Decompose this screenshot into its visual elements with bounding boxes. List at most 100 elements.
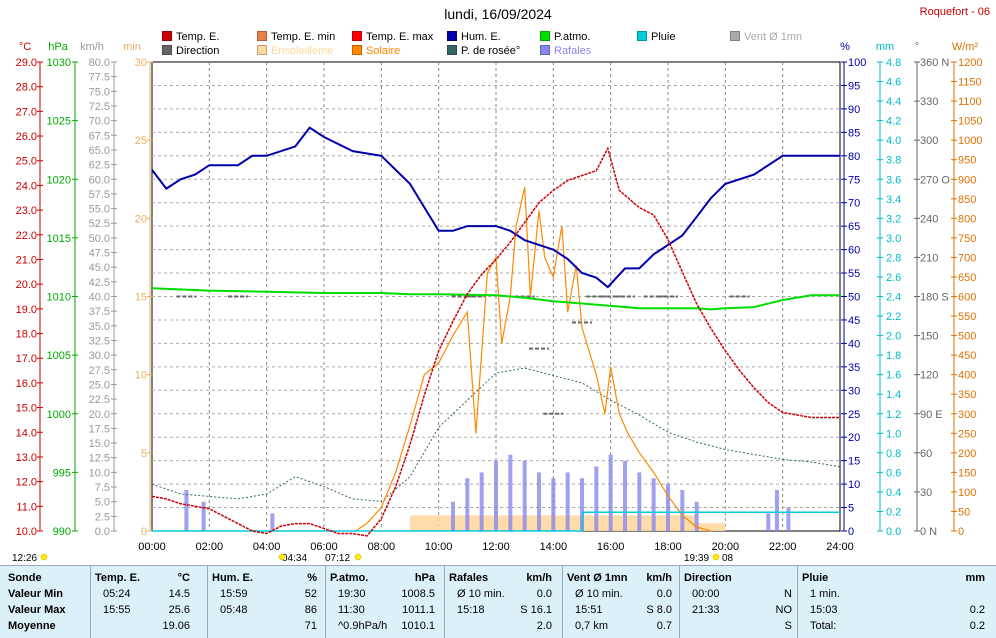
sun-axis-tick: 25 — [135, 135, 147, 147]
legend-label: Temp. E. — [176, 31, 220, 43]
table-separator — [679, 566, 680, 638]
time-tick: 14:00 — [540, 541, 568, 553]
rain-unit: mm — [876, 41, 894, 53]
wind-axis-tick: 52.5 — [89, 218, 110, 230]
time-tick: 12:00 — [482, 541, 510, 553]
gust-bar — [479, 472, 484, 531]
table-header: Vent Ø 1mn — [567, 572, 628, 584]
dir-axis-tick: 150 — [920, 331, 938, 343]
wind-axis-tick: 42.5 — [89, 277, 110, 289]
gust-bar — [774, 489, 779, 531]
dir-axis-tick: 180 S — [920, 292, 949, 304]
legend-swatch — [352, 45, 362, 55]
rain-axis-tick: 0.6 — [886, 467, 901, 479]
table-cell-value: N — [784, 588, 792, 600]
press-axis-tick: 995 — [53, 467, 71, 479]
sunrise-label: 12:26 — [12, 553, 37, 564]
wind-axis-tick: 45.0 — [89, 262, 110, 274]
temp-axis-tick: 25.0 — [16, 156, 37, 168]
solar-axis-tick: 1200 — [958, 57, 982, 69]
chart-title: lundi, 16/09/2024 — [444, 6, 552, 22]
rain-axis-tick: 1.4 — [886, 389, 901, 401]
rain-axis-tick: 1.0 — [886, 428, 901, 440]
table-cell-time: Ø 10 min. — [457, 588, 505, 600]
table-separator — [797, 566, 798, 638]
table-unit: km/h — [646, 572, 672, 584]
solar-axis-tick: 400 — [958, 370, 976, 382]
legend-item: Solaire — [352, 45, 400, 57]
table-cell-value: 19.06 — [162, 620, 190, 632]
table-cell-time: 15:51 — [575, 604, 603, 616]
wind-axis-tick: 22.5 — [89, 394, 110, 406]
wind-axis-tick: 40.0 — [89, 292, 110, 304]
hum-axis-tick: 15 — [848, 456, 860, 468]
legend-item: Temp. E. min — [257, 31, 335, 43]
solar-axis-tick: 600 — [958, 292, 976, 304]
rain-axis-tick: 3.8 — [886, 155, 901, 167]
table-cell-value: 1008.5 — [401, 588, 435, 600]
press-axis-tick: 1020 — [47, 174, 71, 186]
wind-axis-tick: 65.0 — [89, 145, 110, 157]
table-cell-value: NO — [775, 604, 793, 616]
hum-axis-tick: 80 — [848, 151, 860, 163]
temp-axis-tick: 17.0 — [16, 353, 37, 365]
legend-swatch — [257, 31, 267, 41]
table-cell-time: 11:30 — [338, 604, 365, 616]
time-tick: 06:00 — [310, 541, 338, 553]
table-row-label: Valeur Max — [8, 604, 66, 616]
legend-item: Temp. E. — [162, 31, 219, 43]
gust-bar — [184, 489, 189, 531]
wind-axis-tick: 60.0 — [89, 174, 110, 186]
rain-axis-tick: 2.8 — [886, 252, 901, 264]
legend-swatch — [257, 45, 267, 55]
legend-item: Direction — [162, 45, 219, 57]
wind-unit: km/h — [80, 41, 104, 53]
rain-axis-tick: 2.4 — [886, 292, 901, 304]
temp-axis-tick: 29.0 — [16, 57, 37, 69]
solar-axis-tick: 1000 — [958, 135, 982, 147]
temp-axis-tick: 23.0 — [16, 205, 37, 217]
table-cell-time: 15:59 — [220, 588, 248, 600]
time-tick: 24:00 — [826, 541, 854, 553]
table-cell-time: Ø 10 min. — [575, 588, 623, 600]
gust-bar — [494, 460, 498, 531]
table-header: Rafales — [449, 572, 489, 584]
legend-swatch — [447, 31, 457, 41]
temp-axis-tick: 20.0 — [16, 279, 37, 291]
legend-swatch — [447, 45, 457, 55]
sunset-label: 19:39 — [684, 553, 709, 564]
table-separator — [444, 566, 445, 638]
legend-item: P.atmo. — [540, 31, 591, 43]
rain-axis-tick: 0.8 — [886, 448, 901, 460]
time-tick: 22:00 — [769, 541, 797, 553]
hum-axis-tick: 5 — [848, 503, 854, 515]
gust-bar — [786, 507, 791, 531]
time-tick: 18:00 — [654, 541, 682, 553]
table-unit: km/h — [526, 572, 552, 584]
table-separator — [207, 566, 208, 638]
gust-bar — [508, 454, 513, 531]
temp-axis-tick: 16.0 — [16, 378, 37, 390]
table-cell-value: 0.0 — [656, 588, 672, 600]
sun-dot — [712, 553, 720, 561]
solar-axis-tick: 750 — [958, 233, 976, 245]
rain-axis-tick: 4.0 — [886, 135, 901, 147]
hum-axis-tick: 0 — [848, 526, 854, 538]
dir-axis-tick: 300 — [920, 135, 938, 147]
hum-axis-tick: 95 — [848, 80, 860, 92]
dawn-label: 07:12 — [325, 553, 350, 564]
sun-dot — [40, 553, 48, 561]
rain-axis-tick: 0.4 — [886, 487, 901, 499]
temp-axis-tick: 24.0 — [16, 180, 37, 192]
legend-item: Vent Ø 1mn — [730, 31, 802, 43]
table-header: P.atmo. — [330, 572, 369, 584]
temp-axis-tick: 22.0 — [16, 230, 37, 242]
wind-axis-tick: 7.5 — [95, 482, 110, 494]
legend-swatch — [162, 45, 172, 55]
rain-axis-tick: 1.2 — [886, 409, 901, 421]
wind-axis-tick: 35.0 — [89, 321, 110, 333]
temperature-line — [151, 146, 840, 537]
solar-axis-tick: 200 — [958, 448, 976, 460]
dir-axis-tick: 210 — [920, 252, 938, 264]
table-cell-time: 15:18 — [457, 604, 485, 616]
